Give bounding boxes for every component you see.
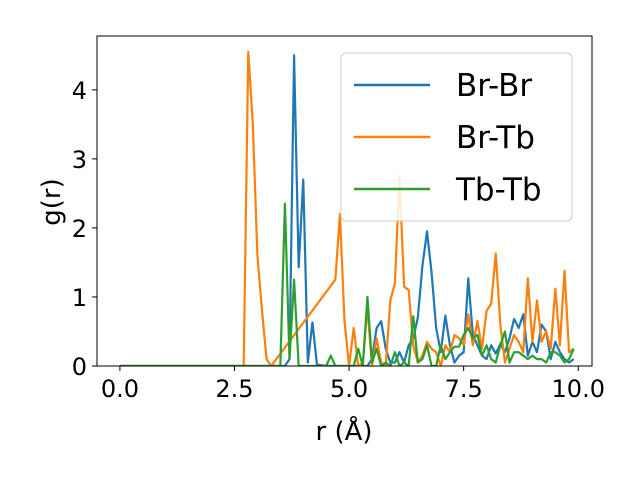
y-tick-label: 2 [72,215,87,243]
x-axis-label: r (Å) [315,415,372,447]
legend-box [340,52,573,222]
plot-frame [96,35,593,367]
y-tick-label: 1 [72,284,87,312]
axes: 0.0 2.5 5.0 7.5 10.0 0 1 2 3 4 [72,35,605,403]
y-tick-label: 4 [72,77,87,105]
legend-label: Br-Br [456,68,532,104]
series-line-br-tb [119,50,575,366]
x-tick-label: 2.5 [215,375,253,403]
y-axis-label: g(r) [37,178,67,225]
legend-label: Br-Tb [456,120,535,156]
x-tick-label: 7.5 [445,375,483,403]
legend-label: Tb-Tb [455,172,542,208]
y-tick-label: 3 [72,146,87,174]
series-line-tb-tb [119,202,575,366]
y-tick-label: 0 [72,353,87,381]
x-tick-label: 0.0 [101,375,139,403]
x-tick-label: 10.0 [552,375,605,403]
legend: Br-Br Br-Tb Tb-Tb [340,52,573,222]
x-tick-label: 5.0 [330,375,368,403]
